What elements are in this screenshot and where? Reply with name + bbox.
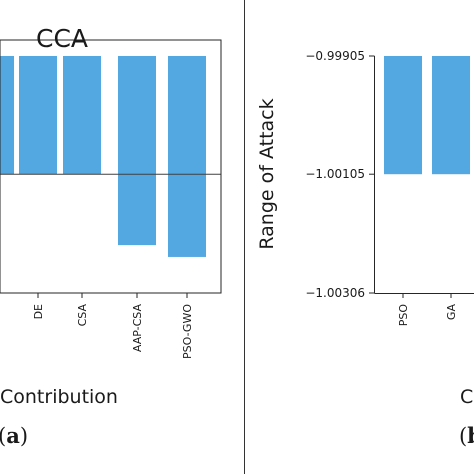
bar bbox=[118, 56, 156, 246]
y-axis-label: Range of Attack bbox=[256, 98, 278, 249]
panel-b-x-ticks: PSO GA bbox=[397, 293, 458, 327]
x-tick-label: CSA bbox=[76, 304, 89, 327]
panel-b-y-ticks: −0.99905 −1.00105 −1.00306 bbox=[305, 49, 375, 300]
y-tick-label: −0.99905 bbox=[305, 49, 365, 63]
panel-a-bars bbox=[0, 56, 206, 257]
chart-title: CCA bbox=[36, 24, 88, 53]
x-tick-label: DE bbox=[32, 304, 45, 319]
x-axis-label: Contribution bbox=[0, 386, 118, 408]
y-tick-label: −1.00306 bbox=[305, 286, 365, 300]
bar bbox=[19, 56, 57, 175]
panel-label: (b) bbox=[459, 423, 474, 448]
bar bbox=[63, 56, 101, 175]
bar bbox=[384, 56, 422, 175]
y-tick-label: −1.00105 bbox=[305, 167, 365, 181]
x-tick-label: PSO-GWO bbox=[181, 304, 194, 359]
bar bbox=[432, 56, 470, 175]
x-tick-label: PSO bbox=[397, 304, 410, 327]
panel-label: (a) bbox=[0, 423, 28, 448]
panel-a: DE CSA AAP-CSA PSO-GWO CCA Contribution (a) bbox=[0, 24, 222, 448]
x-axis-label: C bbox=[460, 386, 473, 408]
bar bbox=[168, 56, 206, 257]
panel-a-x-ticks: DE CSA AAP-CSA PSO-GWO bbox=[32, 293, 194, 359]
x-tick-label: AAP-CSA bbox=[131, 304, 144, 353]
x-tick-label: GA bbox=[445, 304, 458, 321]
panel-b: −0.99905 −1.00105 −1.00306 PSO GA Range of … bbox=[256, 49, 474, 448]
bar bbox=[0, 56, 14, 175]
panel-b-bars bbox=[384, 56, 470, 175]
plot-area-frame bbox=[0, 39, 222, 294]
